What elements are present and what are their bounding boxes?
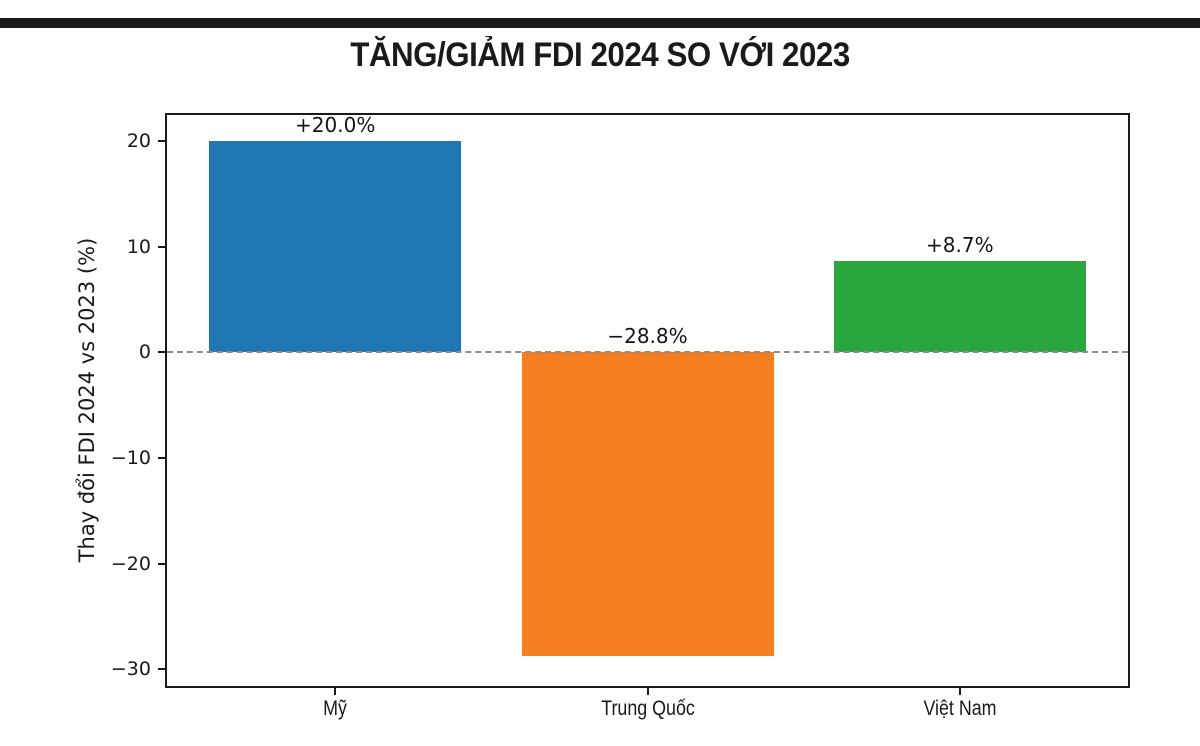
bar-value-label: −28.8% [607, 324, 688, 349]
y-tick-label: −30 [110, 658, 151, 681]
bar-value-label: +8.7% [926, 232, 994, 257]
x-tick-label-trung-quoc: Trung Quốc [600, 697, 695, 720]
x-tick-label-viet-nam: Việt Nam [923, 697, 997, 720]
zero-reference-line [167, 351, 1128, 354]
x-tick-label-my: Mỹ [323, 697, 348, 720]
bar-trung-quoc [521, 352, 774, 657]
y-tick-mark [158, 245, 167, 248]
x-tick-mark [958, 686, 961, 695]
bar-my [209, 141, 462, 353]
y-tick-label: −20 [110, 552, 151, 575]
x-tick-mark [334, 686, 337, 695]
y-axis-label: Thay đổi FDI 2024 vs 2023 (%) [75, 237, 99, 563]
y-tick-label: −10 [110, 447, 151, 470]
top-divider-rule [0, 18, 1200, 28]
y-tick-mark [158, 668, 167, 671]
y-tick-mark [158, 457, 167, 460]
x-tick-mark [646, 686, 649, 695]
y-tick-mark [158, 140, 167, 143]
bar-value-label: +20.0% [295, 113, 376, 138]
y-tick-label: 20 [126, 130, 151, 153]
plot-area: 20 10 0 −10 −20 −30 +20.0% Mỹ −28.8% Trung Quốc +8… [111, 113, 1130, 720]
y-tick-label: 0 [138, 341, 151, 364]
chart-title: TĂNG/GIẢM FDI 2024 SO VỚI 2023 [350, 36, 850, 74]
y-tick-mark [158, 351, 167, 354]
y-tick-mark [158, 562, 167, 565]
bar-viet-nam [833, 260, 1086, 353]
y-tick-label: 10 [126, 235, 151, 258]
